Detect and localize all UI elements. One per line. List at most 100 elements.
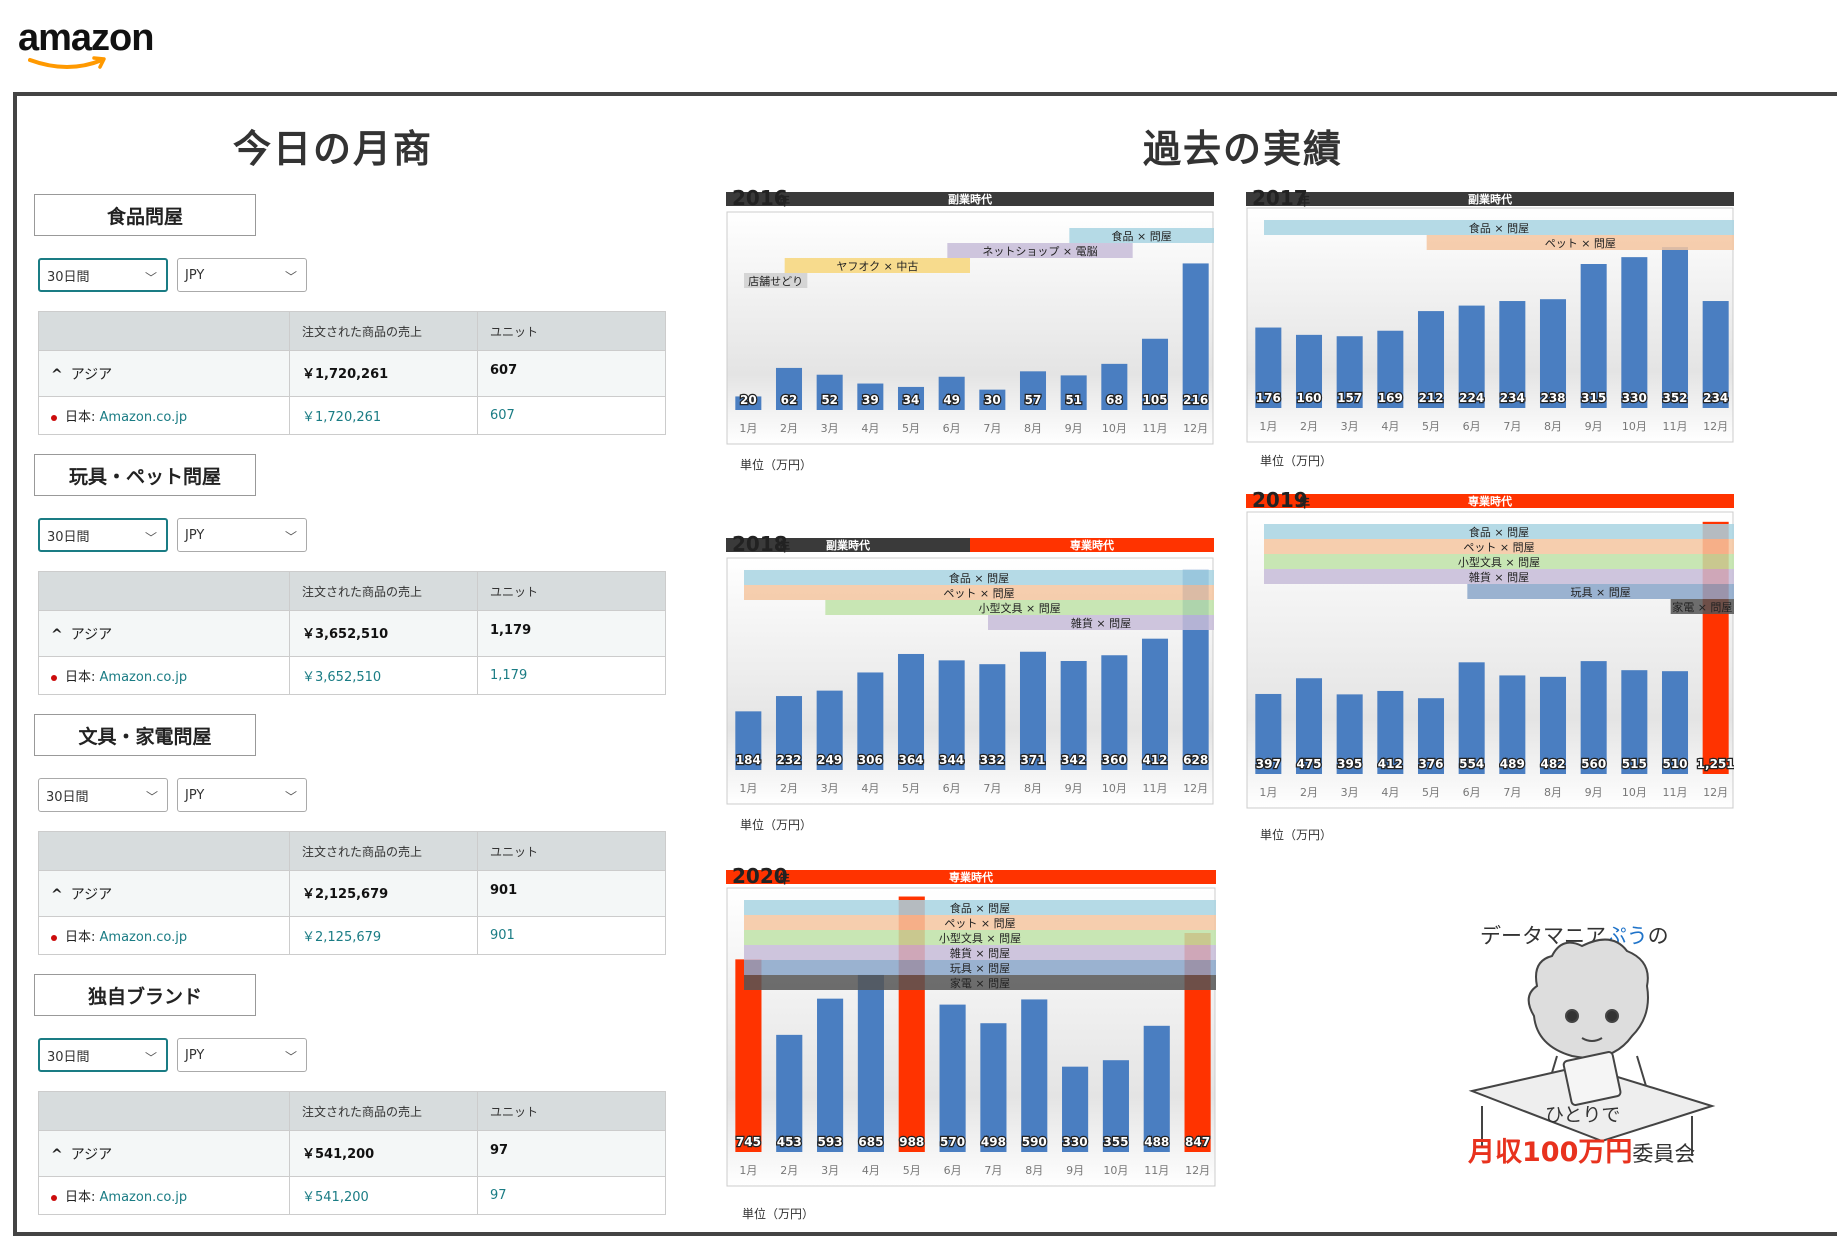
period-select[interactable]: 30日間 ﹀ (38, 778, 168, 812)
bar (938, 376, 965, 410)
tick-label: 8月 (1544, 786, 1562, 799)
tick-label: 1月 (739, 1164, 757, 1177)
currency-select[interactable]: JPY ﹀ (177, 778, 307, 812)
chevron-down-icon: ﹀ (284, 530, 297, 544)
tick-label: 5月 (1422, 786, 1440, 799)
bar (775, 367, 803, 410)
bar (1101, 655, 1128, 770)
business-band-label: 食品 × 問屋 (1469, 525, 1529, 539)
tick-label: 2月 (780, 1164, 798, 1177)
market-link[interactable]: Amazon.co.jp (99, 1190, 188, 1205)
tick-label: 2月 (1300, 786, 1318, 799)
market-sales-link[interactable]: ￥1,720,261 (289, 396, 478, 435)
bar-value-label: 224 (1459, 391, 1484, 405)
tick-label: 10月 (1102, 782, 1127, 795)
table-row[interactable]: ^ アジア ￥2,125,679 901 (38, 870, 666, 917)
bar-value-label: 332 (980, 753, 1005, 767)
bar-value-label: 515 (1622, 757, 1647, 771)
region-cell[interactable]: ^ アジア (38, 350, 290, 397)
region-cell[interactable]: ^ アジア (38, 610, 290, 657)
bar (897, 653, 925, 770)
caret-up-icon[interactable]: ^ (51, 886, 63, 903)
bar-value-label: 330 (1063, 1135, 1088, 1149)
bar-value-label: 847 (1185, 1135, 1210, 1149)
amazon-logo[interactable]: amazon (18, 18, 154, 69)
region-cell[interactable]: ^ アジア (38, 1130, 290, 1177)
business-band (744, 960, 1216, 975)
year-label: 2016 (732, 186, 788, 210)
bar (1417, 311, 1445, 408)
tick-label: 8月 (1024, 422, 1042, 435)
bar-value-label: 453 (777, 1135, 802, 1149)
currency-select[interactable]: JPY ﹀ (177, 258, 307, 292)
bar (1621, 670, 1648, 774)
business-band-label: 雑貨 × 問屋 (1071, 616, 1131, 630)
caret-up-icon[interactable]: ^ (51, 626, 63, 643)
red-dot-icon (51, 934, 57, 941)
period-value: 30日間 (47, 529, 90, 545)
caret-up-icon[interactable]: ^ (51, 366, 63, 383)
header-cell (38, 571, 290, 611)
business-band-label: ペット × 問屋 (1463, 541, 1534, 554)
bar-value-label: 52 (821, 393, 838, 407)
category-label: 文具・家電問屋 (34, 714, 256, 756)
market-prefix: 日本: (65, 1190, 96, 1205)
market-sales-link[interactable]: ￥541,200 (289, 1176, 478, 1215)
tick-label: 4月 (861, 422, 879, 435)
bar-value-label: 62 (781, 393, 798, 407)
table-row[interactable]: ^ アジア ￥541,200 97 (38, 1130, 666, 1177)
bar-value-label: 234 (1703, 391, 1728, 405)
year-label: 2020 (732, 864, 788, 888)
market-link[interactable]: Amazon.co.jp (99, 670, 188, 685)
tick-label: 12月 (1183, 422, 1208, 435)
chart-2017: 副業時代 2017 年 176 1月 160 2月 157 3月 169 4月 212 5月 224 6月 2… (1246, 184, 1734, 448)
red-dot-icon (51, 674, 57, 681)
market-sales-link[interactable]: ￥2,125,679 (289, 916, 478, 955)
period-select[interactable]: 30日間 ﹀ (38, 1038, 168, 1072)
market-sales-link[interactable]: ￥3,652,510 (289, 656, 478, 695)
business-band-label: ペット × 問屋 (944, 917, 1015, 930)
header-cell (38, 1091, 290, 1131)
red-dot-icon (51, 1194, 57, 1201)
market-units-link[interactable]: 1,179 (477, 656, 666, 695)
business-band-label: 食品 × 問屋 (949, 571, 1009, 585)
bar (857, 672, 884, 770)
market-link[interactable]: Amazon.co.jp (99, 930, 188, 945)
caret-up-icon[interactable]: ^ (51, 1146, 63, 1163)
bar-value-label: 249 (817, 753, 842, 767)
unit-label: 単位（万円） (742, 1207, 815, 1221)
tick-label: 7月 (1503, 420, 1521, 433)
bar (1458, 662, 1485, 774)
business-band (1467, 584, 1734, 599)
period-select[interactable]: 30日間 ﹀ (38, 258, 168, 292)
tick-label: 3月 (821, 422, 839, 435)
currency-select[interactable]: JPY ﹀ (177, 518, 307, 552)
bar (1580, 264, 1607, 408)
tick-label: 8月 (1544, 420, 1562, 433)
caption-text: 委員会 (1632, 1142, 1696, 1166)
era-band (1246, 192, 1734, 206)
unit-label: 単位（万円） (740, 818, 813, 832)
table-row: 日本: Amazon.co.jp ￥1,720,261 607 (38, 396, 666, 435)
region-cell[interactable]: ^ アジア (38, 870, 290, 917)
table-row[interactable]: ^ アジア ￥1,720,261 607 (38, 350, 666, 397)
bar (1021, 999, 1048, 1152)
market-link[interactable]: Amazon.co.jp (99, 410, 188, 425)
bar-value-label: 475 (1296, 757, 1321, 771)
business-band (744, 585, 1214, 600)
market-units-link[interactable]: 607 (477, 396, 666, 435)
tick-label: 3月 (1341, 786, 1359, 799)
business-band-label: 雑貨 × 問屋 (950, 946, 1010, 960)
bar (939, 1004, 966, 1152)
table-row[interactable]: ^ アジア ￥3,652,510 1,179 (38, 610, 666, 657)
currency-select[interactable]: JPY ﹀ (177, 1038, 307, 1072)
market-units-link[interactable]: 901 (477, 916, 666, 955)
tick-label: 3月 (1341, 420, 1359, 433)
period-select[interactable]: 30日間 ﹀ (38, 518, 168, 552)
bar (1019, 371, 1047, 410)
sales-table: 注文された商品の売上 ユニット ^ アジア ￥1,720,261 607 日本: … (38, 311, 666, 435)
tick-label: 1月 (1259, 420, 1277, 433)
market-units-link[interactable]: 97 (477, 1176, 666, 1215)
tick-label: 5月 (902, 422, 920, 435)
